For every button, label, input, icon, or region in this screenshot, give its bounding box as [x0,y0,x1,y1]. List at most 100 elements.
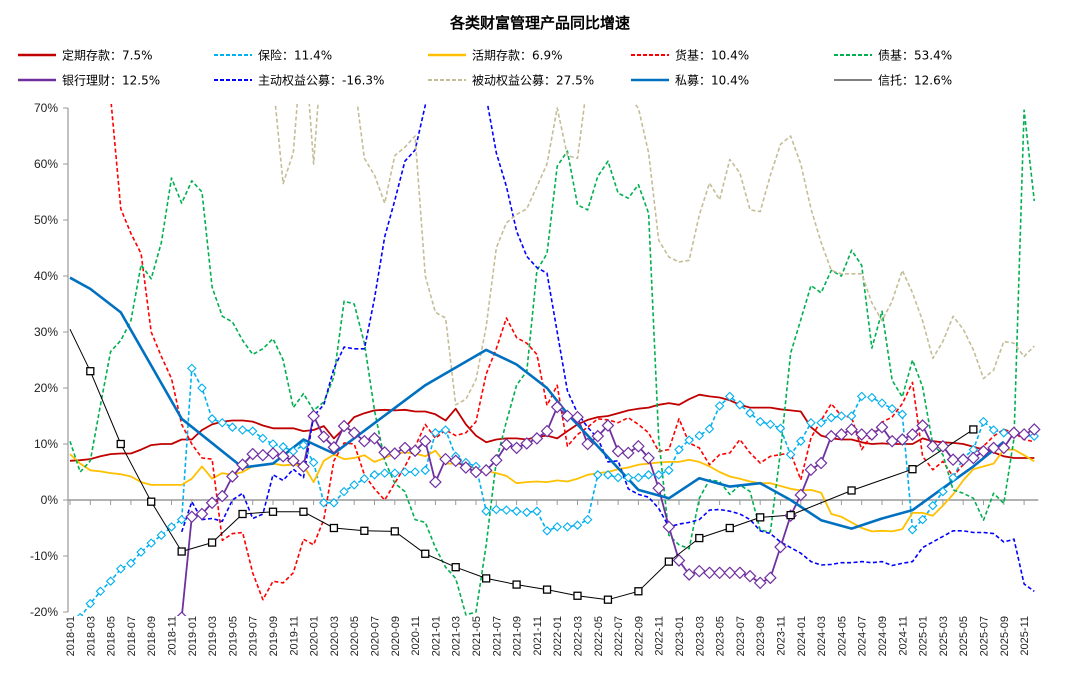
legend-item: 定期存款：7.5% [18,48,153,63]
x-tick-label: 2024-09 [877,616,889,656]
diamond-marker [684,435,694,445]
diamond-marker [723,566,737,580]
diamond-marker [603,470,613,480]
x-tick-label: 2025-07 [979,616,991,656]
square-marker [238,509,247,519]
diamond-marker [408,444,422,458]
diamond-marker [745,408,755,418]
diamond-marker [430,428,441,438]
diamond-marker [632,439,645,453]
diamond-marker [349,480,359,490]
diamond-marker [329,498,339,508]
diamond-marker [491,504,502,515]
series-line-0 [69,393,1035,462]
diamond-marker [205,496,219,510]
x-tick-label: 2018-11 [167,616,179,656]
square-marker [725,523,734,533]
legend-item: 货基：10.4% [631,48,749,63]
y-tick-label: -10% [30,549,58,563]
x-tick-label: 2023-05 [715,616,727,656]
diamond-marker [479,463,493,477]
diamond-marker [156,530,167,541]
diamond-marker [936,439,950,453]
diamond-marker [591,429,605,443]
x-tick-label: 2021-07 [491,616,503,656]
diamond-marker [276,449,290,463]
diamond-marker [794,488,808,502]
diamond-marker [207,414,217,424]
diamond-marker [601,419,615,432]
diamond-marker [642,451,655,465]
legend-item: 保险：11.4% [214,48,332,63]
diamond-marker [703,566,716,580]
legend-item: 私募：10.4% [631,74,749,88]
x-tick-label: 2021-05 [471,616,483,656]
diamond-marker [197,383,207,393]
x-tick-label: 2019-03 [207,616,219,656]
diamond-marker [237,425,248,435]
diamond-marker [733,566,747,580]
x-tick-label: 2019-05 [227,616,239,656]
x-tick-label: 2025-09 [999,616,1011,656]
x-tick-label: 2022-03 [573,616,585,656]
legend-item: 主动权益公募：-16.3% [214,74,384,88]
diamond-marker [816,417,826,428]
diamond-marker [582,514,593,525]
legend-label: 货基：10.4% [675,48,749,63]
diamond-marker [977,444,990,458]
diamond-marker [540,424,554,438]
diamond-marker [1017,428,1031,441]
diamond-marker [562,522,573,532]
square-marker [847,486,856,495]
diamond-marker [227,422,238,432]
x-tick-label: 2023-09 [755,616,767,656]
y-tick-label: 60% [34,157,58,171]
y-tick-label: 50% [34,213,58,227]
markers [76,363,1041,616]
diamond-marker [643,470,654,480]
x-tick-label: 2025-01 [918,616,930,656]
diamond-marker [714,401,725,411]
square-marker [634,587,643,596]
legend-item: 活期存款：6.9% [428,49,563,63]
x-tick-label: 2019-11 [288,616,300,656]
diamond-marker [358,434,371,448]
x-tick-label: 2024-07 [857,616,869,656]
diamond-marker [85,598,96,609]
diamond-marker [337,419,351,433]
diamond-marker [308,457,319,468]
diamond-marker [836,411,847,421]
x-tick-label: 2023-11 [776,616,788,656]
diamond-marker [379,468,390,478]
square-marker [421,549,430,558]
diamond-marker [664,465,674,476]
series-line-8 [69,276,1005,530]
diamond-marker [662,520,676,534]
series-line-6 [180,104,1035,592]
legend-label: 债基：53.4% [878,49,952,63]
diamond-marker [948,472,958,483]
diamond-marker [835,428,848,441]
diamond-marker [572,520,583,530]
diamond-marker [176,611,187,616]
series-line-3 [110,104,1035,601]
legend-label: 私募：10.4% [675,74,749,88]
diamond-marker [286,454,300,468]
square-marker [695,533,704,543]
diamond-marker [653,470,664,480]
diamond-marker [946,453,960,467]
diamond-marker [967,451,980,465]
x-tick-label: 2024-03 [816,616,828,656]
diamond-marker [877,398,887,408]
diamond-marker [581,437,594,451]
diamond-marker [867,392,877,403]
x-tick-label: 2024-05 [836,616,848,656]
diamond-marker [735,400,745,410]
diamond-marker [775,423,786,434]
diamond-marker [146,538,156,548]
diamond-marker [95,586,106,597]
diamond-marker [115,564,126,574]
square-marker [756,513,765,522]
x-tick-label: 2024-01 [796,616,808,656]
diamond-marker [317,430,331,444]
